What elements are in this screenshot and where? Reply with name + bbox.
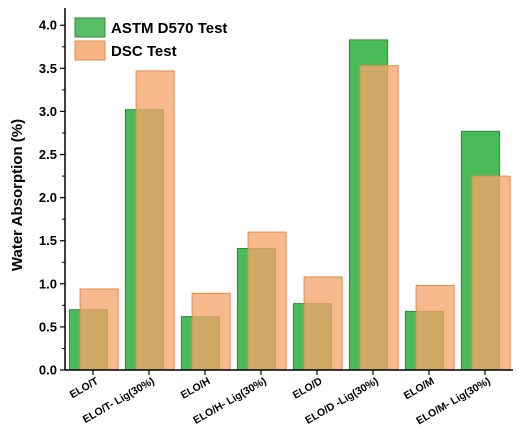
y-tick-label: 0.0	[39, 363, 57, 378]
y-tick-label: 1.5	[39, 233, 57, 248]
y-tick-label: 2.0	[39, 190, 57, 205]
bar-dsc-2	[191, 292, 231, 371]
bar-dsc-1	[135, 70, 175, 371]
x-tick-label: ELO/H	[179, 375, 213, 401]
bar-dsc-5	[359, 65, 399, 371]
legend-label-astm: ASTM D570 Test	[111, 20, 227, 37]
legend: ASTM D570 Test DSC Test	[74, 17, 227, 61]
y-axis-title: Water Absorption (%)	[9, 119, 26, 271]
y-tick-label: 2.5	[39, 147, 57, 162]
legend-label-dsc: DSC Test	[111, 43, 177, 60]
y-tick-label: 4.0	[39, 18, 57, 33]
y-tick-label: 0.5	[39, 319, 57, 334]
legend-swatch-dsc	[74, 40, 106, 61]
x-tick-label: ELO/D	[291, 375, 325, 402]
y-tick-label: 3.0	[39, 104, 57, 119]
bar-dsc-7	[471, 175, 511, 371]
x-tick-label: ELO/T	[68, 375, 101, 401]
y-tick-label: 1.0	[39, 276, 57, 291]
bars-layer	[69, 39, 511, 371]
bar-dsc-3	[247, 231, 287, 371]
legend-swatch-astm	[74, 17, 106, 38]
y-ticks-layer: 0.0 0.5 1.0 1.5 2.0 2.5 3.0 3.5 4.0	[39, 18, 65, 378]
bar-dsc-0	[79, 288, 119, 371]
x-tick-label: ELO/M	[402, 375, 437, 402]
bar-dsc-4	[303, 276, 343, 371]
bar-dsc-6	[415, 285, 455, 371]
y-tick-label: 3.5	[39, 61, 57, 76]
